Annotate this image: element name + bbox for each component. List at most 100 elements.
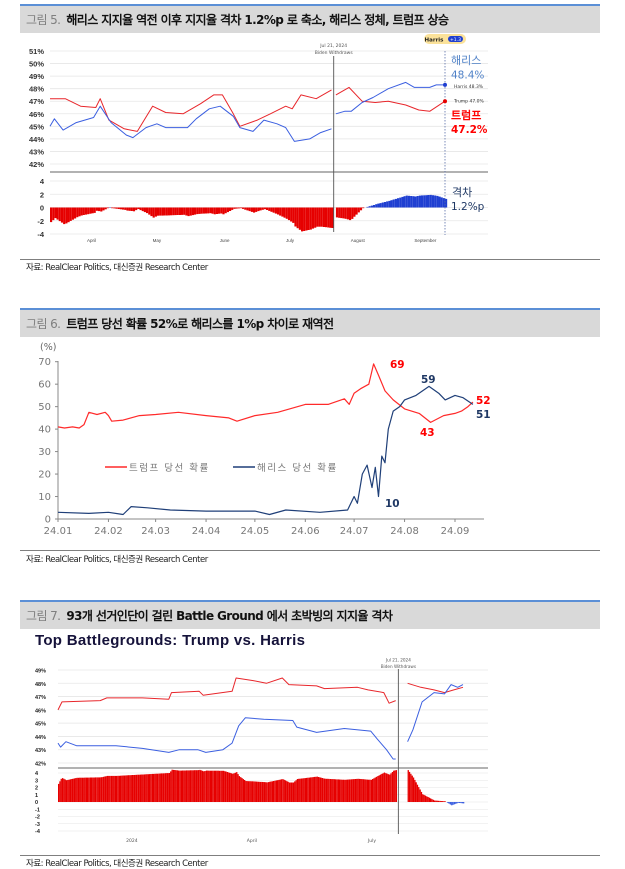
- gap-tick-label: 2: [35, 786, 38, 792]
- gap-bar: [72, 208, 74, 220]
- gap-bar: [274, 781, 275, 802]
- gap-bar: [332, 779, 333, 802]
- gap-bar: [290, 208, 292, 222]
- gap-bar: [342, 208, 344, 219]
- gap-bar: [270, 208, 272, 212]
- x-tick-label: August: [351, 238, 366, 243]
- gap-bar: [105, 208, 107, 210]
- figure-6-header: 그림 6. 트럼프 당선 확률 52%로 해리스를 1%p 차이로 재역전: [20, 308, 600, 337]
- gap-bar: [249, 208, 251, 212]
- gap-bar: [231, 208, 233, 210]
- gap-bar: [292, 208, 294, 223]
- gap-bar: [264, 782, 265, 802]
- gap-bar: [434, 801, 435, 803]
- gap-bar: [437, 801, 438, 802]
- gap-bar: [345, 208, 347, 219]
- gap-bar: [228, 773, 229, 803]
- gap-bar: [338, 779, 339, 802]
- gap-bar: [322, 778, 323, 802]
- gap-tick-label: -1: [35, 807, 40, 813]
- gap-bar: [83, 208, 85, 216]
- gap-bar: [57, 208, 59, 220]
- gap-bar: [257, 208, 259, 212]
- gap-bar: [194, 208, 196, 215]
- gap-bar: [425, 195, 427, 207]
- gap-bar: [366, 207, 368, 208]
- harris-value-label: 48.4%: [451, 70, 484, 82]
- gap-bar: [321, 208, 323, 227]
- gap-bar: [381, 774, 382, 802]
- gap-bar: [244, 208, 246, 210]
- gap-bar: [433, 800, 434, 802]
- gap-bar: [248, 781, 249, 802]
- series-line-harris: [336, 82, 445, 113]
- gap-bar: [242, 208, 244, 209]
- y-tick-label: 44%: [29, 135, 44, 144]
- divider: [20, 259, 600, 260]
- gap-bar: [246, 208, 248, 211]
- gap-tick-label: -2: [35, 815, 40, 821]
- gap-bar: [255, 782, 256, 803]
- gap-bar: [65, 780, 66, 803]
- y-tick-label: 48%: [29, 85, 44, 94]
- gap-bar: [235, 773, 236, 802]
- gap-bar: [417, 196, 419, 208]
- gap-bar: [92, 208, 94, 214]
- gap-bar: [83, 778, 84, 802]
- gap-bar: [165, 773, 166, 802]
- gap-bar: [389, 775, 390, 802]
- gap-bar: [135, 775, 136, 802]
- gap-bar: [311, 777, 312, 802]
- gap-bar: [133, 208, 135, 212]
- gap-tick-label: 3: [35, 778, 38, 784]
- x-tick-label: April: [247, 838, 257, 844]
- gap-bar: [321, 778, 322, 802]
- gap-bar: [380, 775, 381, 802]
- gap-bar: [104, 777, 105, 803]
- trump-name-label: 트럼프: [451, 109, 481, 122]
- gap-bar: [297, 208, 299, 229]
- gap-bar: [360, 779, 361, 802]
- gap-bar: [216, 771, 217, 802]
- gap-bar: [441, 197, 443, 207]
- gap-bar: [256, 782, 257, 802]
- badge-value: +1.3: [450, 37, 461, 43]
- gap-bar: [334, 779, 335, 802]
- gap-bar: [201, 208, 203, 214]
- gap-bar: [443, 198, 445, 207]
- gap-bar: [280, 780, 281, 802]
- gap-bar: [100, 208, 102, 212]
- gap-bar: [107, 776, 108, 802]
- gap-bar: [68, 208, 70, 223]
- gap-bar: [92, 778, 93, 803]
- gap-bar: [356, 779, 357, 802]
- gap-bar: [108, 776, 109, 802]
- gap-bar: [281, 779, 282, 802]
- gap-bar: [367, 780, 368, 802]
- gap-bar: [414, 197, 416, 208]
- gap-bar: [338, 208, 340, 218]
- gap-bar: [286, 781, 287, 802]
- gap-bar: [423, 795, 424, 802]
- gap-bar: [224, 771, 225, 802]
- gap-bar: [327, 208, 329, 228]
- gap-bar: [262, 208, 264, 210]
- gap-bar: [268, 208, 270, 211]
- gap-bar: [379, 775, 380, 802]
- gap-bar: [240, 777, 241, 802]
- gap-bar: [54, 208, 56, 219]
- y-tick-label: 45%: [29, 122, 44, 131]
- gap-bar: [268, 782, 269, 802]
- gap-bar: [223, 771, 224, 802]
- figure-title: 93개 선거인단이 걸린 Battle Ground 에서 초박빙의 지지율 격…: [66, 607, 392, 624]
- gap-bar: [113, 208, 115, 209]
- gap-bar: [122, 208, 124, 210]
- gap-bar: [408, 770, 409, 802]
- gap-bar: [90, 778, 91, 803]
- series-line-trump: [58, 678, 396, 710]
- gap-bar: [375, 204, 377, 207]
- gap-bar: [141, 775, 142, 803]
- gap-bar: [330, 779, 331, 802]
- gap-bar: [146, 208, 148, 214]
